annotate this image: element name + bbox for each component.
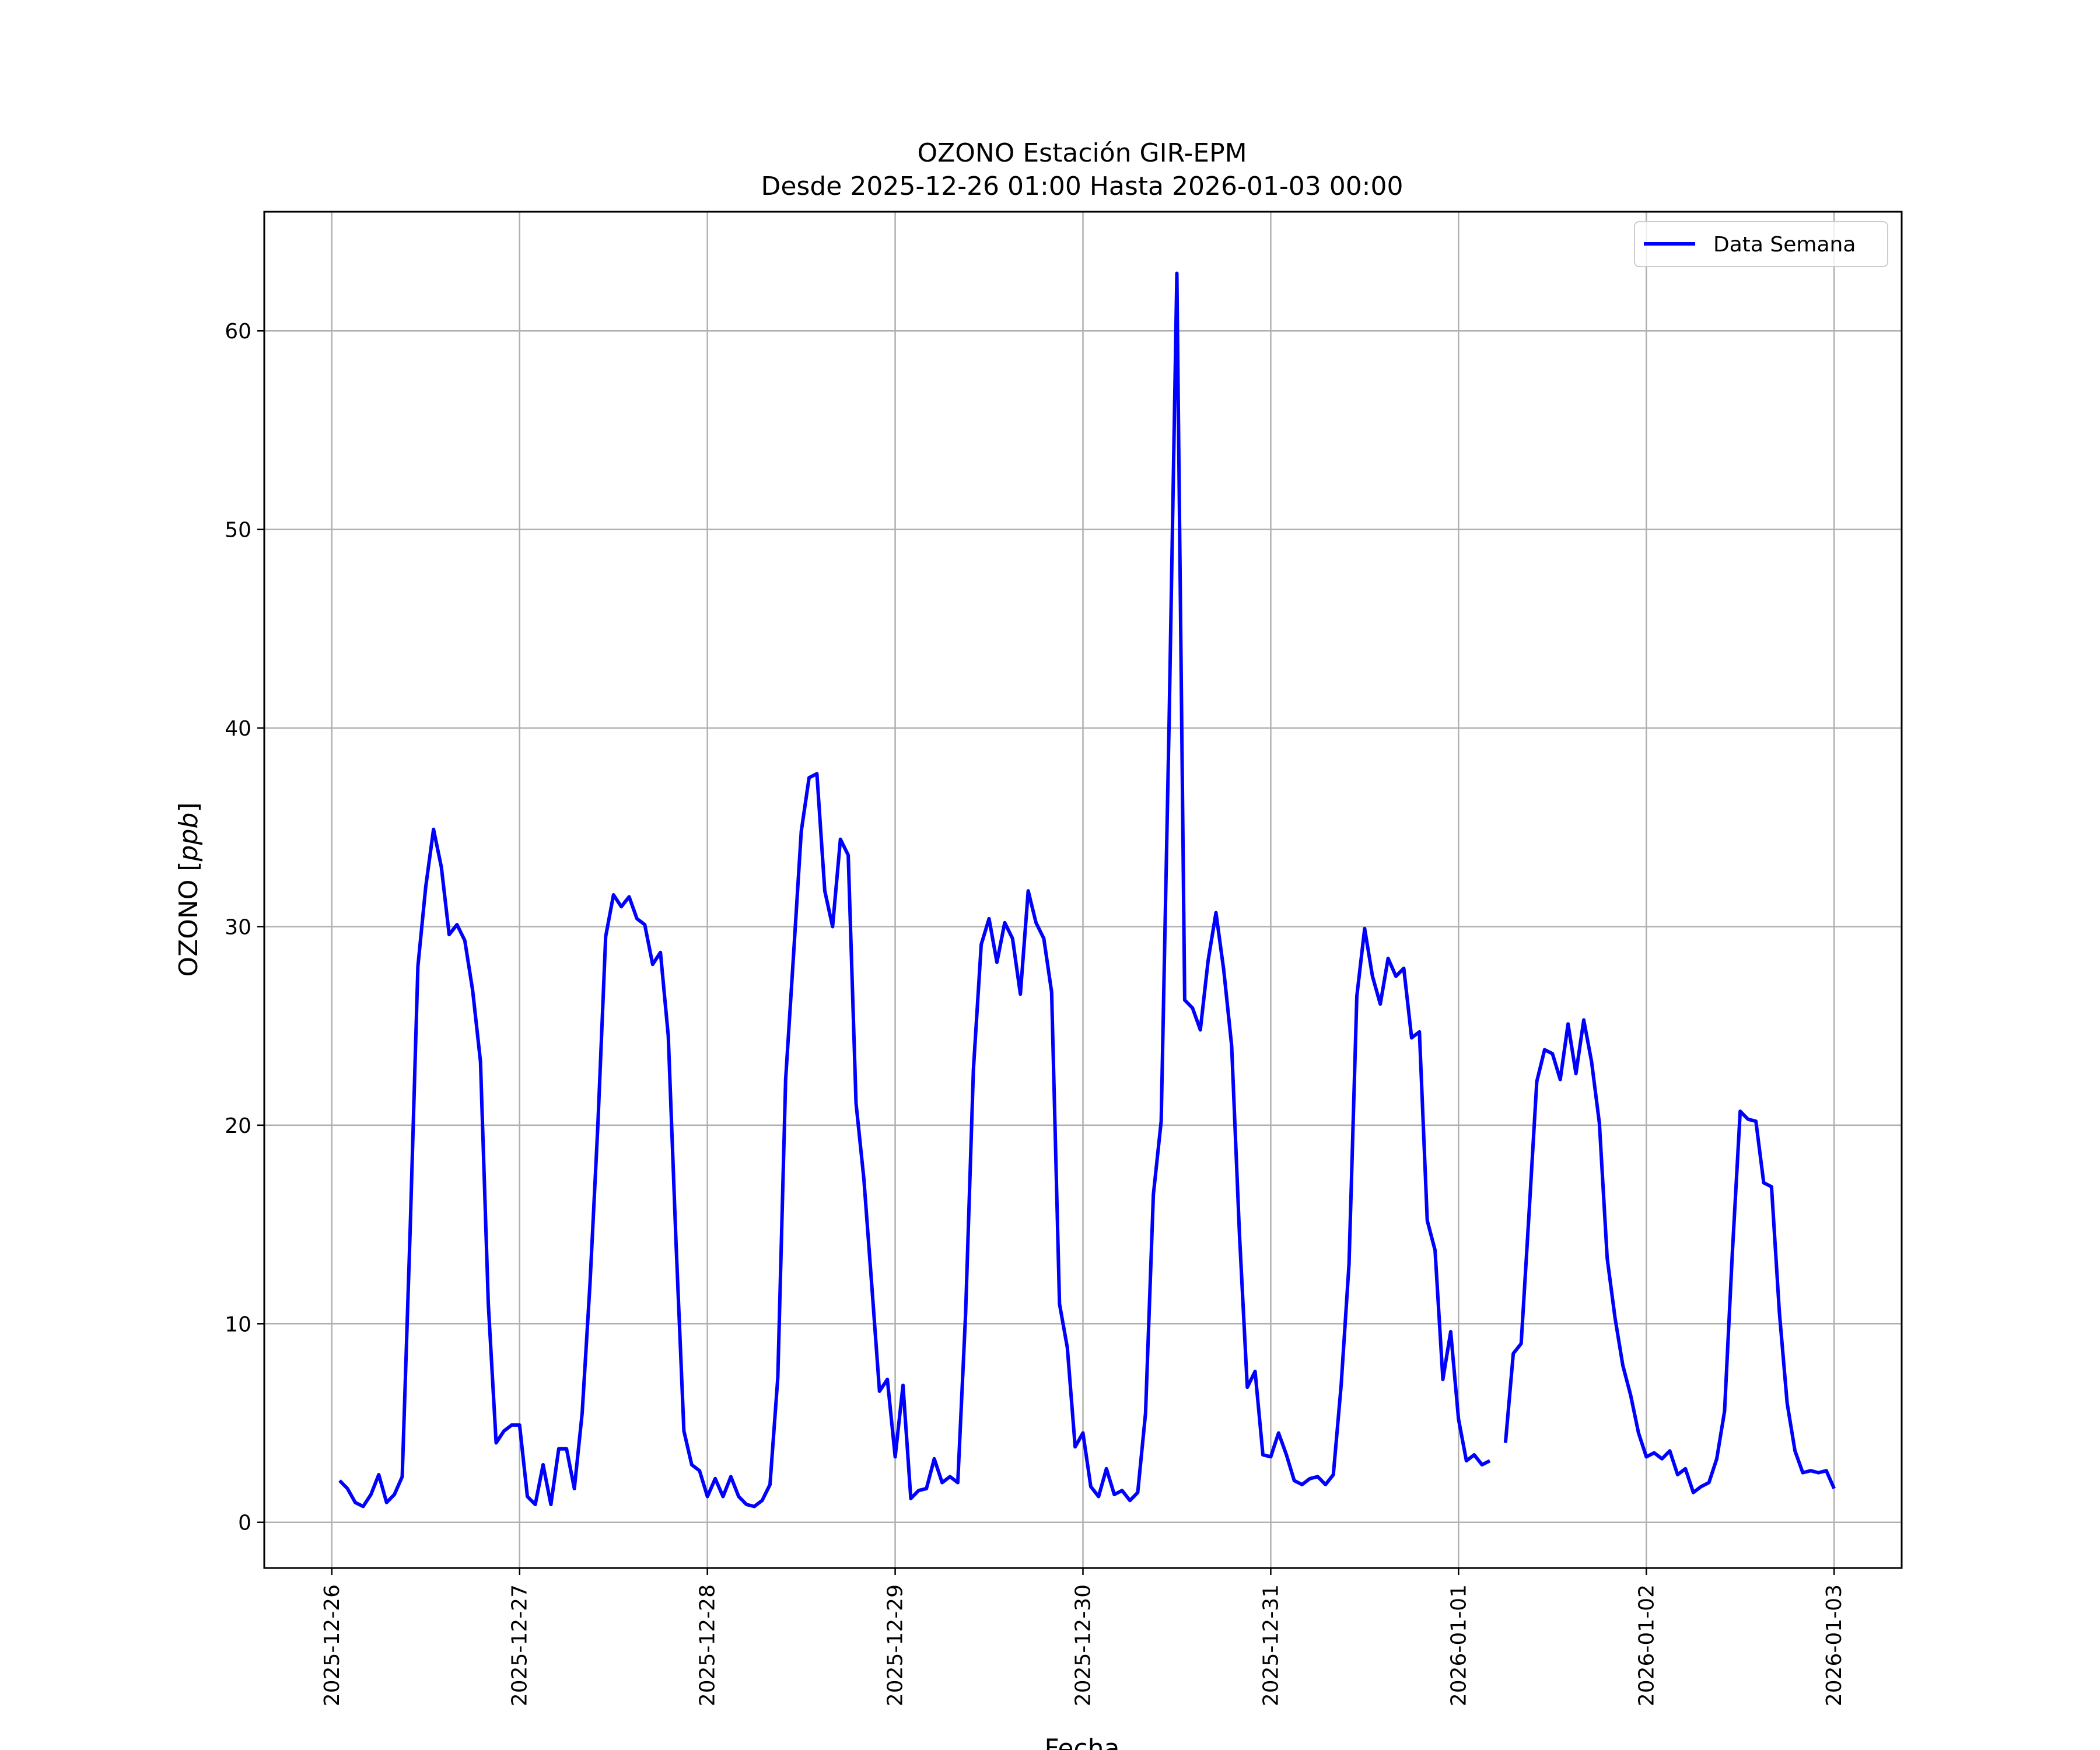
x-tick-label: 2025-12-31 [1259, 1584, 1283, 1706]
y-tick-label: 20 [225, 1114, 251, 1138]
y-tick-label: 50 [225, 519, 251, 542]
y-axis-label-unit: ppb [174, 813, 204, 862]
y-tick-label: 0 [238, 1511, 251, 1535]
grid [264, 212, 1902, 1568]
x-axis-label: Fecha [1044, 1734, 1119, 1750]
y-tick-label: 30 [225, 915, 251, 939]
x-tick-label: 2026-01-01 [1447, 1584, 1471, 1706]
legend-entry-label: Data Semana [1713, 233, 1856, 257]
y-axis-label-prefix: OZONO [ [174, 861, 204, 977]
y-tick-label: 40 [225, 717, 251, 741]
x-axis-ticks: 2025-12-26 2025-12-27 2025-12-28 2025-12-29… [320, 1568, 1846, 1706]
y-axis-ticks: 0 10 20 30 40 50 60 [225, 320, 264, 1535]
y-tick-label: 60 [225, 320, 251, 344]
y-axis-label: OZONO [ppb] [174, 802, 204, 977]
series-line-segment [338, 271, 1491, 1508]
legend-box [1634, 221, 1888, 267]
x-tick-label: 2026-01-03 [1822, 1584, 1846, 1706]
x-tick-label: 2025-12-30 [1072, 1584, 1096, 1706]
x-tick-label: 2025-12-27 [508, 1584, 532, 1706]
x-tick-label: 2025-12-26 [320, 1584, 344, 1706]
legend: Data Semana [1634, 221, 1888, 267]
y-axis-label-suffix: ] [174, 802, 204, 812]
series-line-segment [1503, 1018, 1836, 1494]
x-tick-label: 2025-12-29 [884, 1584, 908, 1706]
x-tick-label: 2025-12-28 [696, 1584, 720, 1706]
y-tick-label: 10 [225, 1312, 251, 1336]
chart-subtitle: Desde 2025-12-26 01:00 Hasta 2026-01-03 … [761, 172, 1403, 201]
series-layer [338, 271, 1836, 1508]
x-tick-label: 2026-01-02 [1634, 1584, 1658, 1706]
chart-title: OZONO Estación GIR-EPM [917, 138, 1247, 168]
